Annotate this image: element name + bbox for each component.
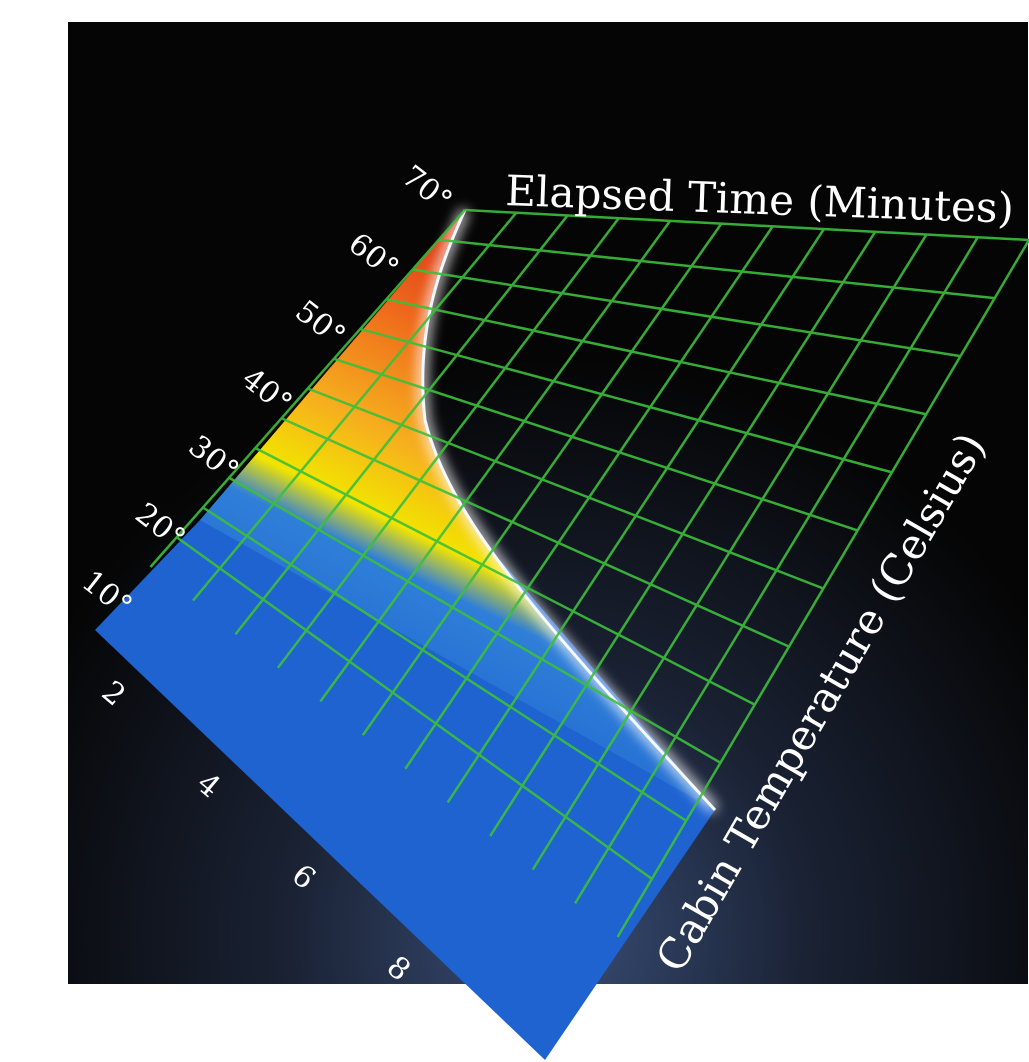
grid-line xyxy=(307,387,824,590)
grid-line xyxy=(359,327,893,474)
grid-line xyxy=(438,238,995,300)
heat-surface xyxy=(200,210,715,810)
grid-line xyxy=(464,208,1029,242)
grid-line xyxy=(281,417,790,648)
grid-line xyxy=(254,446,756,706)
grid-line xyxy=(175,536,653,880)
grid-line xyxy=(386,298,927,416)
grid-lines xyxy=(149,208,1029,938)
grid-line xyxy=(228,476,722,764)
boundary-line xyxy=(421,209,717,812)
grid-line xyxy=(412,268,961,358)
grid-line xyxy=(202,506,687,822)
grid-line xyxy=(333,357,858,532)
